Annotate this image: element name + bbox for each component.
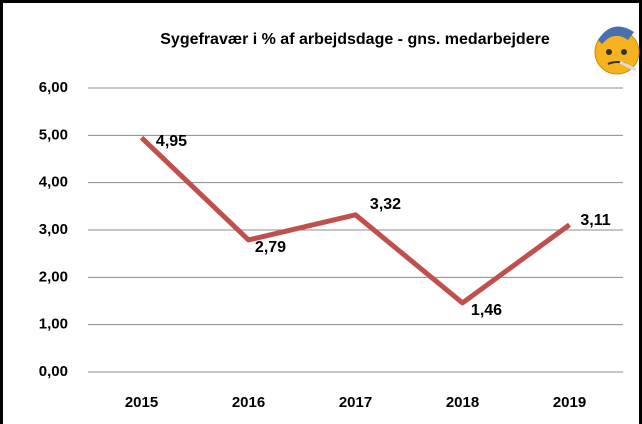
y-tick-label: 2,00 xyxy=(39,268,68,285)
y-tick-label: 6,00 xyxy=(39,79,68,96)
chart: Sygefravær i % af arbejdsdage - gns. med… xyxy=(0,0,642,424)
data-label: 3,11 xyxy=(580,212,610,229)
x-tick-label: 2015 xyxy=(125,394,158,411)
y-tick-label: 4,00 xyxy=(39,174,68,191)
chart-title: Sygefravær i % af arbejdsdage - gns. med… xyxy=(160,31,550,48)
data-label: 3,32 xyxy=(370,196,401,213)
y-tick-label: 1,00 xyxy=(39,316,68,333)
x-tick-label: 2018 xyxy=(446,394,479,411)
y-tick-label: 0,00 xyxy=(39,363,68,380)
data-label: 1,46 xyxy=(471,302,502,319)
x-tick-label: 2016 xyxy=(232,394,265,411)
chart-frame xyxy=(2,2,641,424)
data-label: 2,79 xyxy=(255,239,286,256)
y-tick-label: 5,00 xyxy=(39,126,68,143)
data-label: 4,95 xyxy=(156,133,187,150)
page: Sygefravær i % af arbejdsdage - gns. med… xyxy=(0,0,642,424)
x-tick-label: 2017 xyxy=(339,394,372,411)
y-tick-label: 3,00 xyxy=(39,221,68,238)
x-tick-label: 2019 xyxy=(553,394,586,411)
